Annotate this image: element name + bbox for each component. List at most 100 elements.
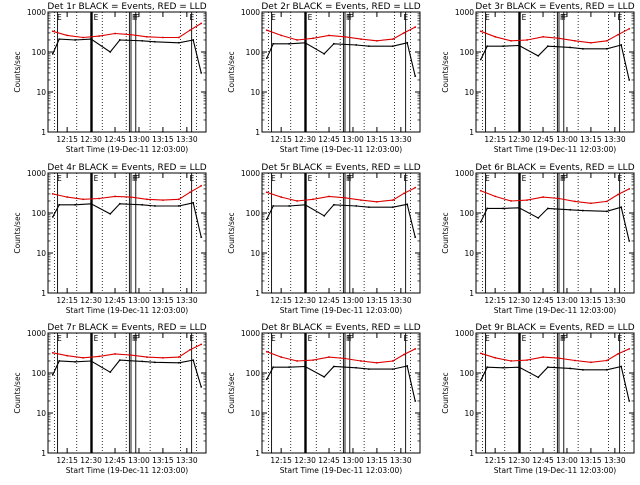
panel-title: Det 9r BLACK = Events, RED = LLD <box>475 323 634 333</box>
x-tick-label: 13:30 <box>604 135 626 144</box>
x-tick-label: 13:30 <box>176 456 198 465</box>
data-point-events <box>628 400 631 402</box>
data-point-lld <box>162 36 164 39</box>
y-tick-label: 1 <box>255 128 260 137</box>
state-marker: F <box>562 174 566 183</box>
plot-frame <box>47 11 207 133</box>
data-point-events <box>479 379 482 382</box>
data-point-events <box>265 378 268 381</box>
data-point-events <box>479 220 482 223</box>
data-point-events <box>368 45 370 48</box>
data-point-events <box>620 365 623 368</box>
series-line-events <box>52 38 202 74</box>
data-point-events <box>154 205 156 207</box>
series-line-events <box>266 42 416 77</box>
data-point-lld <box>312 359 314 362</box>
y-tick-label: 100 <box>32 209 47 218</box>
data-point-lld <box>376 200 378 203</box>
x-tick-label: 12:30 <box>294 296 316 305</box>
y-tick-label: 10 <box>36 88 46 97</box>
x-tick-label: 13:15 <box>580 135 602 144</box>
data-point-events <box>177 361 180 364</box>
data-point-lld <box>605 39 608 42</box>
data-point-events <box>51 52 54 55</box>
panel-title: Det 4r BLACK = Events, RED = LLD <box>47 163 206 173</box>
data-point-events <box>118 202 121 205</box>
x-tick-label: 12:45 <box>104 456 126 465</box>
plot-frame <box>261 172 421 294</box>
x-tick-label: 12:15 <box>56 296 78 305</box>
data-point-events <box>154 40 156 43</box>
x-tick-label: 13:00 <box>342 135 364 144</box>
x-tick-label: 12:45 <box>104 296 126 305</box>
state-marker: E <box>485 174 490 183</box>
data-point-lld <box>114 195 116 198</box>
y-tick-label: 100 <box>246 369 261 378</box>
data-point-events <box>177 205 180 207</box>
state-marker: F <box>560 334 564 343</box>
data-point-events <box>51 215 54 218</box>
state-marker: E <box>189 334 194 343</box>
data-point-events <box>192 359 195 362</box>
data-point-events <box>605 368 608 371</box>
data-point-lld <box>542 356 544 358</box>
data-point-events <box>391 45 394 48</box>
data-point-lld <box>51 30 54 33</box>
state-marker: F <box>349 13 353 22</box>
state-marker: E <box>57 174 62 183</box>
x-tick-label: 13:15 <box>366 456 388 465</box>
panel-title: Det 8r BLACK = Events, RED = LLD <box>261 323 420 333</box>
x-tick-label: 12:15 <box>270 456 292 465</box>
x-axis-label: Start Time (19-Dec-11 12:03:00) <box>494 145 616 154</box>
y-tick-label: 10 <box>250 409 260 418</box>
state-marker: E <box>522 174 527 183</box>
data-point-events <box>406 365 409 367</box>
data-point-events <box>537 54 540 57</box>
state-marker: E <box>522 334 527 343</box>
state-marker: E <box>94 174 99 183</box>
data-point-lld <box>391 199 394 202</box>
data-point-events <box>109 371 112 374</box>
data-point-events <box>368 368 370 371</box>
y-tick-label: 1000 <box>241 8 260 17</box>
y-tick-label: 1 <box>255 449 260 458</box>
x-tick-label: 13:15 <box>366 296 388 305</box>
x-tick-label: 12:45 <box>104 135 126 144</box>
data-point-lld <box>574 359 576 362</box>
state-marker: E <box>403 13 408 22</box>
data-point-lld <box>114 32 116 35</box>
state-marker: F <box>132 13 136 22</box>
state-marker: E <box>485 334 490 343</box>
data-point-lld <box>328 195 330 198</box>
data-point-events <box>537 376 540 379</box>
x-tick-label: 12:15 <box>484 296 506 305</box>
state-marker: E <box>485 13 490 22</box>
data-point-events <box>332 365 335 368</box>
y-axis-label: Counts/sec <box>441 372 450 413</box>
data-point-lld <box>376 39 378 42</box>
state-marker: E <box>403 174 408 183</box>
data-point-lld <box>360 38 362 41</box>
data-point-lld <box>558 357 560 360</box>
data-point-events <box>272 205 275 207</box>
data-point-events <box>569 46 572 49</box>
data-point-lld <box>82 356 85 359</box>
y-tick-label: 100 <box>460 48 475 57</box>
y-tick-label: 10 <box>250 88 260 97</box>
data-point-events <box>304 365 306 368</box>
y-tick-label: 100 <box>246 48 261 57</box>
state-marker: F <box>348 13 352 22</box>
x-tick-label: 13:15 <box>580 456 602 465</box>
x-tick-label: 13:00 <box>556 135 578 144</box>
x-tick-label: 13:30 <box>604 296 626 305</box>
data-point-events <box>569 208 572 211</box>
data-point-events <box>323 375 326 378</box>
data-point-events <box>74 360 77 363</box>
x-tick-label: 12:15 <box>56 456 78 465</box>
data-point-events <box>406 41 409 44</box>
x-tick-label: 13:30 <box>390 296 412 305</box>
state-marker: F <box>134 174 138 183</box>
data-point-lld <box>617 193 619 196</box>
